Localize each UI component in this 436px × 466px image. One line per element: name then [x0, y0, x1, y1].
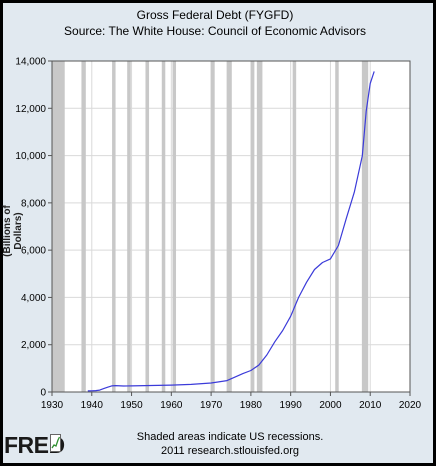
- recession-band: [145, 61, 150, 392]
- series-line-debt: [87, 71, 375, 392]
- recession-band: [226, 61, 232, 392]
- recession-band: [292, 61, 297, 392]
- fred-chart-icon: [50, 434, 61, 452]
- source-line: 2011 research.stlouisfed.org: [161, 445, 299, 457]
- chart-subtitle: Source: The White House: Council of Econ…: [64, 24, 366, 38]
- plot-border: [51, 60, 411, 393]
- chart-title: Gross Federal Debt (FYGFD): [136, 8, 294, 22]
- y-axis-label: (Billions of Dollars): [2, 205, 24, 257]
- recession-band: [210, 61, 215, 392]
- x-tick-label: 2000: [319, 400, 342, 411]
- y-tick-label: 8,000: [21, 198, 46, 209]
- x-tick-label: 1940: [81, 400, 104, 411]
- y-tick-label: 4,000: [21, 293, 46, 304]
- x-tick-label: 2020: [399, 400, 422, 411]
- x-tick-label: 1980: [240, 400, 263, 411]
- y-tick-label: 14,000: [15, 57, 46, 68]
- recession-band: [52, 61, 65, 392]
- recession-note: Shaded areas indicate US recessions.: [136, 431, 324, 443]
- recession-band: [172, 61, 177, 392]
- x-tick-label: 1990: [280, 400, 303, 411]
- y-tick-label: 2,000: [21, 340, 46, 351]
- recession-band: [256, 61, 263, 392]
- y-tick-label: 6,000: [21, 246, 46, 257]
- recession-band: [127, 61, 131, 392]
- recession-band: [361, 61, 369, 392]
- recession-band: [335, 61, 339, 392]
- x-tick-label: 1950: [120, 400, 143, 411]
- y-tick-label: 10,000: [15, 151, 46, 162]
- x-tick-label: 2010: [359, 400, 382, 411]
- recession-band: [161, 61, 166, 392]
- y-tick-label: 0: [40, 388, 46, 399]
- x-tick-label: 1960: [160, 400, 183, 411]
- y-tick-label: 12,000: [15, 104, 46, 115]
- x-tick-label: 1970: [200, 400, 223, 411]
- recession-band: [81, 61, 86, 392]
- recession-band: [112, 61, 116, 392]
- x-tick-label: 1930: [41, 400, 64, 411]
- recession-band: [250, 61, 255, 392]
